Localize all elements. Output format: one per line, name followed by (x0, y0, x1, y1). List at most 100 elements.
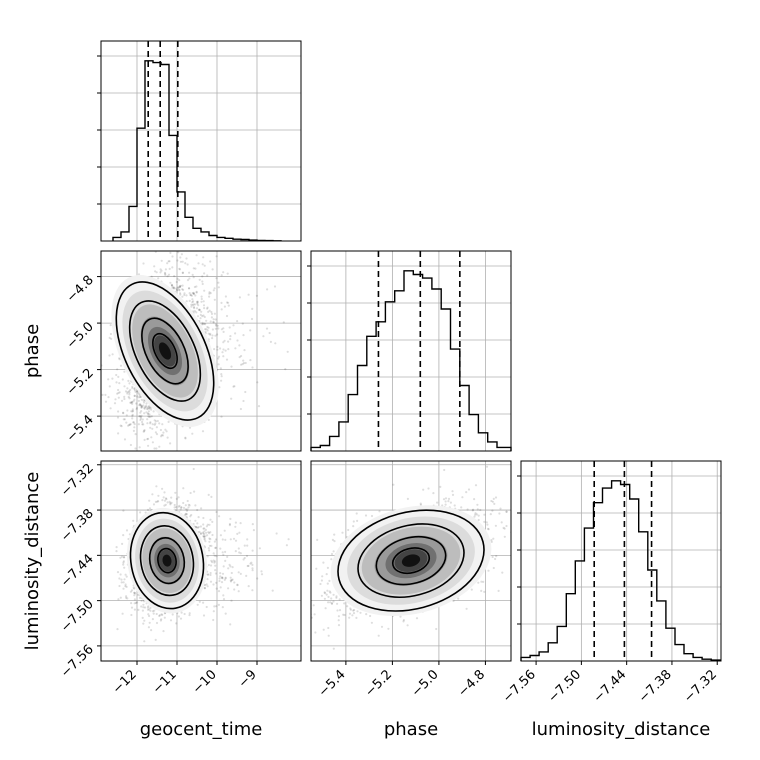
sample-point (224, 559, 227, 563)
sample-point (222, 348, 225, 351)
sample-point (210, 312, 214, 315)
sample-point (220, 375, 223, 378)
sample-point (126, 392, 129, 395)
sample-point (143, 640, 146, 643)
sample-point (169, 442, 172, 445)
sample-point (229, 580, 233, 583)
sample-point (154, 420, 157, 423)
sample-point (217, 357, 220, 360)
sample-point (148, 608, 151, 611)
sample-point (122, 412, 125, 415)
sample-point (172, 287, 176, 290)
sample-point (209, 292, 212, 295)
sample-point (188, 299, 191, 302)
sample-point (135, 402, 138, 405)
sample-point (204, 328, 207, 331)
sample-point (249, 329, 252, 332)
sample-point (250, 317, 254, 321)
sample-point (245, 554, 249, 558)
sample-point (181, 295, 184, 298)
sample-point (203, 315, 206, 319)
sample-point (125, 414, 128, 417)
sample-point (140, 405, 143, 409)
sample-point (192, 292, 195, 296)
sample-point (204, 535, 207, 538)
sample-point (119, 596, 122, 599)
sample-point (128, 397, 131, 400)
sample-point (134, 592, 137, 595)
sample-point (183, 293, 186, 297)
sample-point (223, 305, 226, 308)
sample-point (220, 308, 223, 311)
sample-point (192, 292, 195, 295)
sample-point (179, 617, 183, 620)
sample-point (229, 538, 232, 541)
sample-point (172, 286, 176, 289)
sample-point (162, 630, 165, 633)
sample-point (210, 544, 213, 548)
sample-point (129, 401, 132, 404)
sample-point (201, 315, 204, 318)
sample-point (233, 385, 236, 388)
sample-point (142, 603, 145, 606)
sample-point (214, 538, 218, 541)
sample-point (101, 393, 104, 396)
sample-point (143, 619, 146, 622)
sample-point (167, 273, 171, 276)
sample-point (188, 287, 191, 290)
sample-point (139, 394, 142, 397)
sample-point (109, 332, 112, 336)
sample-point (217, 590, 221, 593)
sample-point (271, 589, 274, 592)
sample-point (153, 423, 156, 426)
sample-point (230, 571, 233, 575)
sample-point (184, 262, 187, 265)
sample-point (159, 452, 161, 454)
sample-point (184, 437, 187, 440)
sample-point (135, 408, 138, 411)
sample-point (159, 271, 162, 274)
sample-point (257, 405, 261, 408)
sample-point (226, 555, 229, 559)
sample-point (209, 564, 213, 567)
sample-point (247, 585, 250, 588)
sample-point (134, 433, 137, 436)
sample-point (140, 404, 143, 407)
sample-point (148, 406, 151, 409)
sample-point (130, 401, 133, 404)
sample-point (193, 307, 196, 310)
sample-point (155, 612, 158, 616)
sample-point (196, 302, 199, 305)
sample-point (200, 507, 203, 510)
sample-point (201, 263, 204, 266)
sample-point (133, 594, 136, 597)
sample-point (122, 587, 125, 590)
sample-point (119, 556, 122, 559)
sample-point (223, 339, 226, 342)
sample-point (165, 498, 168, 501)
sample-point (211, 337, 214, 340)
sample-point (160, 435, 163, 438)
sample-point (137, 273, 141, 276)
contour-line (152, 332, 178, 370)
sample-point (120, 399, 124, 402)
sample-point (209, 538, 212, 541)
sample-point (239, 522, 242, 525)
sample-point (251, 307, 254, 310)
sample-point (214, 572, 217, 575)
sample-point (126, 391, 129, 394)
sample-point (190, 303, 193, 306)
sample-point (178, 289, 181, 292)
sample-point (118, 358, 121, 361)
sample-point (207, 418, 210, 421)
sample-point (133, 591, 136, 595)
sample-point (236, 532, 239, 536)
sample-point (206, 307, 209, 310)
sample-point (130, 410, 133, 413)
sample-point (191, 298, 194, 301)
sample-point (129, 401, 132, 404)
sample-point (141, 455, 143, 457)
sample-point (201, 323, 205, 326)
sample-point (208, 295, 211, 298)
sample-point (238, 296, 241, 299)
